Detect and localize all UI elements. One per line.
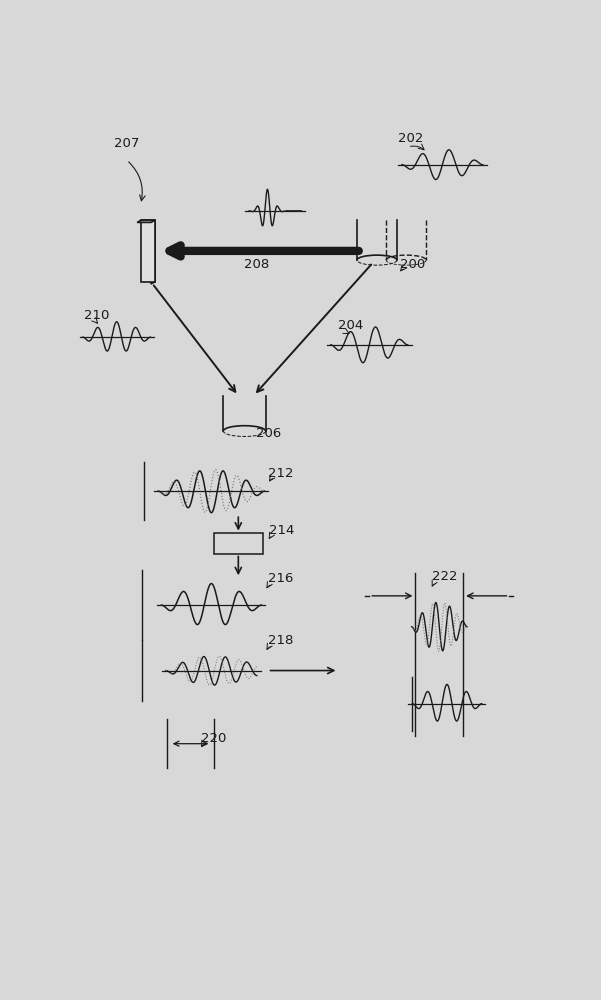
Text: 214: 214 [269,524,294,537]
Text: 220: 220 [201,732,227,745]
Polygon shape [137,220,155,222]
Text: 212: 212 [267,467,293,480]
Text: 200: 200 [400,258,426,271]
Text: 208: 208 [245,258,270,271]
Text: 222: 222 [432,570,458,583]
Text: 210: 210 [84,309,110,322]
Polygon shape [141,220,155,282]
Text: 207: 207 [114,137,139,150]
Text: 216: 216 [267,572,293,585]
Text: 218: 218 [267,634,293,647]
Text: 204: 204 [338,319,364,332]
Text: 206: 206 [256,427,281,440]
Text: 202: 202 [398,132,424,145]
Bar [214,533,263,554]
Polygon shape [151,220,155,284]
